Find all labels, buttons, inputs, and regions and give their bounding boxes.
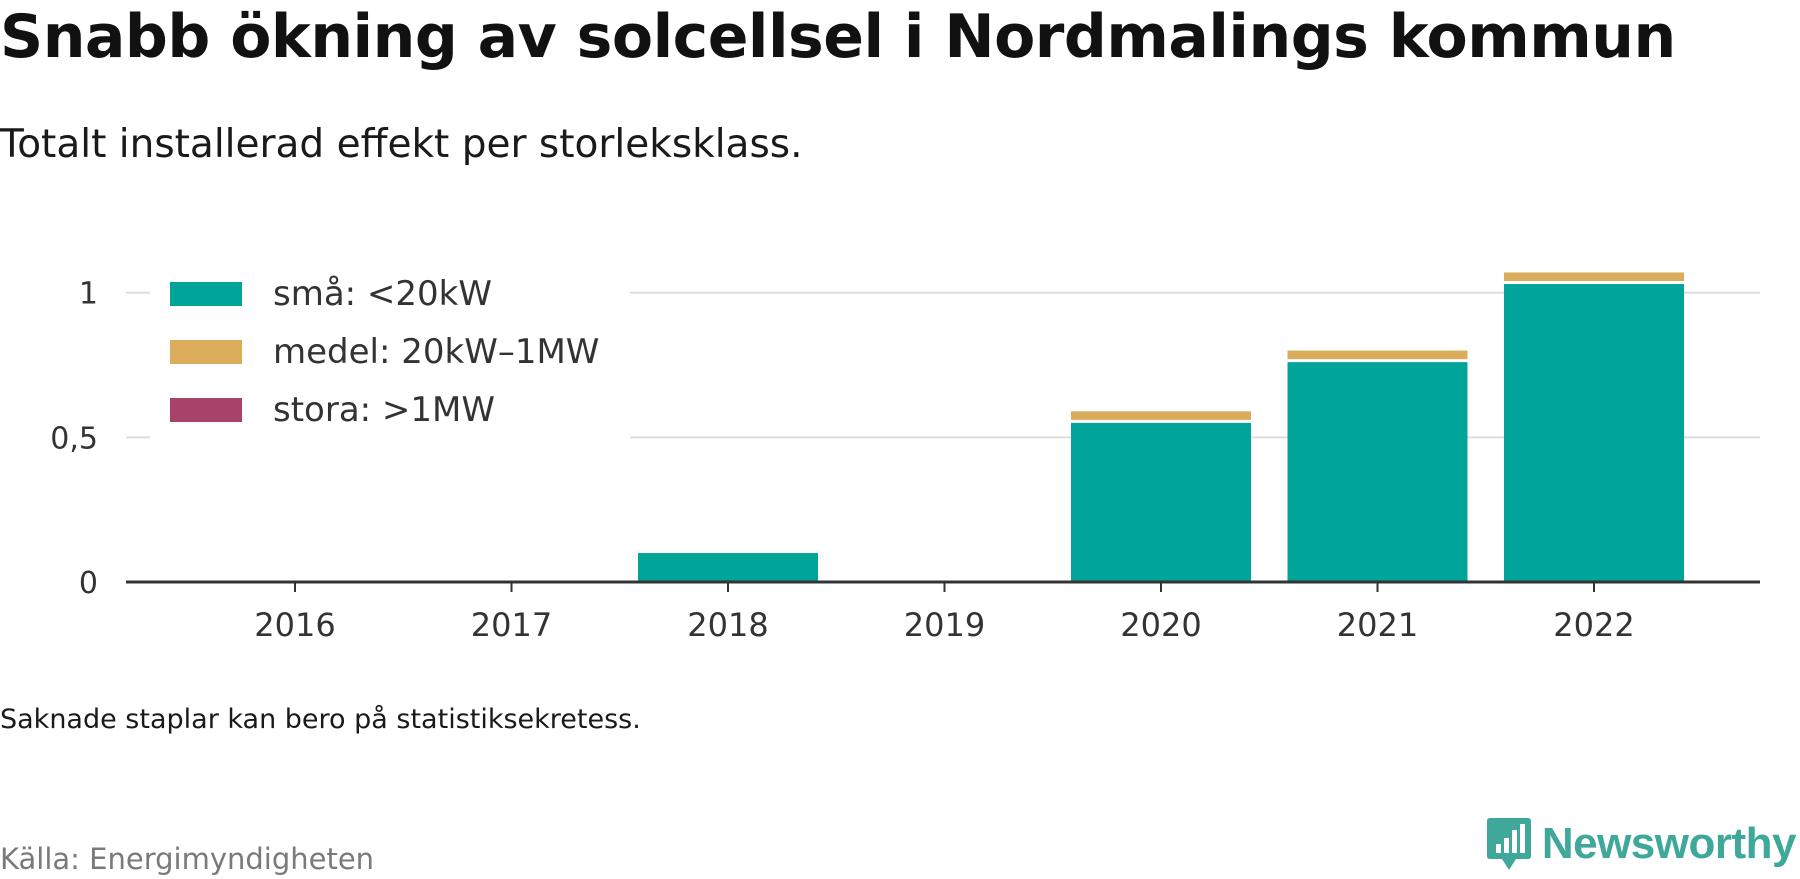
- x-axis: 2016 2017 2018 2019 2020 2021 2022: [126, 580, 1760, 644]
- bar-segment: [1287, 362, 1468, 582]
- y-tick-label: 1: [79, 277, 98, 312]
- brand-logo: Newsworthy: [1486, 816, 1797, 872]
- bar-segment: [1071, 411, 1251, 420]
- x-tick-label: 2019: [904, 606, 985, 644]
- x-tick-label: 2020: [1120, 606, 1201, 644]
- y-tick-label: 0,5: [50, 421, 98, 456]
- x-tick-label: 2017: [471, 606, 552, 644]
- bar-segment: [638, 553, 818, 582]
- legend-swatch: [170, 282, 242, 306]
- chart-subtitle: Totalt installerad effekt per storlekskl…: [0, 122, 803, 167]
- legend-label: små: <20kW: [273, 274, 492, 314]
- bar-segment: [1504, 272, 1684, 282]
- y-axis-ticks: 00,51: [50, 277, 98, 601]
- x-tick-label: 2018: [687, 606, 768, 644]
- legend-label: stora: >1MW: [273, 390, 495, 430]
- x-tick-label: 2022: [1553, 606, 1634, 644]
- bars: [638, 272, 1684, 582]
- chart-title: Snabb ökning av solcellsel i Nordmalings…: [0, 2, 1676, 72]
- bar-segment: [1287, 350, 1468, 360]
- legend-swatch: [170, 398, 242, 422]
- y-tick-label: 0: [79, 566, 98, 601]
- footnote: Saknade staplar kan bero på statistiksek…: [0, 704, 641, 735]
- bar-segment: [1071, 422, 1251, 582]
- x-tick-label: 2016: [254, 606, 335, 644]
- legend-label: medel: 20kW–1MW: [273, 332, 599, 372]
- x-tick-label: 2021: [1337, 606, 1418, 644]
- legend: små: <20kW medel: 20kW–1MW stora: >1MW: [150, 266, 630, 446]
- newsworthy-logo-icon: [1486, 818, 1531, 870]
- brand-name: Newsworthy: [1541, 819, 1797, 868]
- stacked-bar-chart: 00,51 2016 2017 2018 2019 2020 2021 2022 små: …: [50, 266, 1760, 644]
- bar-segment: [1504, 284, 1684, 582]
- source-note: Källa: Energimyndigheten: [0, 842, 375, 876]
- legend-swatch: [170, 340, 242, 364]
